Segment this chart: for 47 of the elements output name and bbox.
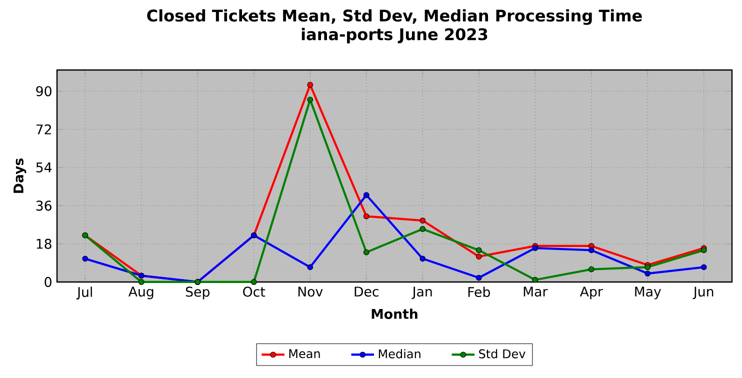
x-tick-label: Oct — [243, 286, 266, 297]
y-tick-label: 18 — [36, 238, 52, 249]
point — [644, 270, 651, 276]
point — [307, 96, 314, 103]
point — [700, 264, 707, 270]
point — [644, 264, 651, 270]
y-tick-label: 54 — [36, 162, 52, 172]
point — [588, 266, 594, 272]
point — [363, 249, 370, 256]
y-axis-title: Days — [14, 158, 26, 193]
x-axis-title: Month — [372, 308, 418, 319]
legend-label: Std Dev — [479, 349, 526, 358]
x-tick-label: Aug — [128, 286, 154, 300]
point — [532, 245, 538, 252]
point — [700, 247, 707, 254]
point — [307, 264, 314, 270]
point — [138, 279, 144, 285]
point — [250, 279, 257, 285]
point — [420, 226, 426, 232]
legend-label: Median — [378, 349, 420, 358]
x-tick-label: Jul — [76, 286, 92, 300]
y-tick-label: 36 — [36, 200, 52, 211]
point — [532, 276, 538, 283]
x-tick-label: Jan — [412, 286, 432, 300]
x-tick-label: Sep — [186, 286, 210, 300]
point — [420, 218, 426, 224]
x-tick-label: Jun — [692, 286, 714, 300]
x-tick-label: Mar — [524, 286, 548, 297]
x-tick-label: Feb — [468, 286, 490, 298]
point — [363, 192, 370, 198]
point — [588, 247, 594, 254]
y-tick-label: 90 — [36, 86, 52, 96]
y-tick-label: 72 — [36, 124, 51, 134]
point — [476, 254, 482, 260]
y-tick-label: 0 — [44, 276, 52, 288]
point — [363, 213, 370, 220]
point — [307, 82, 314, 88]
legend-label: Mean — [289, 349, 320, 358]
point — [476, 247, 482, 254]
point — [82, 256, 88, 262]
x-tick-label: Apr — [580, 286, 603, 300]
x-tick-label: May — [635, 286, 662, 300]
point — [420, 256, 426, 262]
x-tick-label: Dec — [354, 286, 378, 297]
point — [476, 274, 482, 281]
chart-title: Closed Tickets Mean, Std Dev, Median Processing Time iana-ports June 2023 — [147, 9, 642, 44]
x-tick-label: Nov — [298, 286, 323, 297]
